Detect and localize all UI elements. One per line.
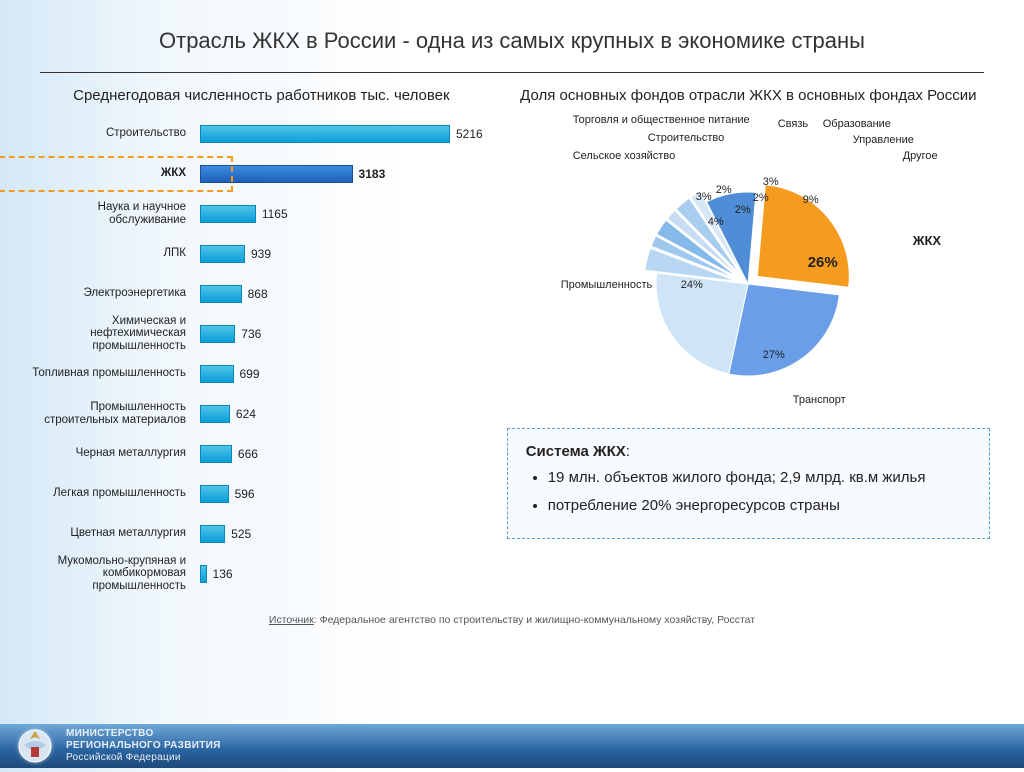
pie-outer-label: Связь: [778, 118, 808, 131]
footer-text: МИНИСТЕРСТВО РЕГИОНАЛЬНОГО РАЗВИТИЯ Росс…: [66, 728, 221, 764]
bar-row: Строительство5216: [200, 114, 493, 154]
pie-outer-label: Транспорт: [793, 394, 846, 407]
bar-label: Цветная металлургия: [30, 527, 192, 540]
bar-row: Электроэнергетика868: [200, 274, 493, 314]
bar-value: 525: [231, 527, 251, 541]
pie-chart: Торговля и общественное питание Строитель…: [503, 114, 994, 414]
pie-pct-label: 9%: [803, 194, 819, 207]
bar-row: Черная металлургия666: [200, 434, 493, 474]
bar-value: 624: [236, 407, 256, 421]
bar-label: Химическая и нефтехимическая промышленно…: [30, 315, 192, 353]
bar-rect: [200, 445, 232, 463]
pie-pct-label: 24%: [681, 279, 703, 292]
right-column: Доля основных фондов отрасли ЖКХ в основ…: [493, 87, 994, 594]
bar-row: Химическая и нефтехимическая промышленно…: [200, 314, 493, 354]
info-bullet: 19 млн. объектов жилого фонда; 2,9 млрд.…: [548, 468, 971, 488]
bar-rect: [200, 365, 234, 383]
bar-row: ЛПК939: [200, 234, 493, 274]
bar-value: 868: [248, 287, 268, 301]
bar-label: Наука и научное обслуживание: [30, 201, 192, 226]
bar-value: 1165: [262, 207, 288, 221]
bar-rect: [200, 245, 245, 263]
bar-row: Наука и научное обслуживание1165: [200, 194, 493, 234]
bar-rect: [200, 525, 225, 543]
bar-label: Строительство: [30, 127, 192, 140]
bar-value: 736: [241, 327, 261, 341]
slide-title: Отрасль ЖКХ в России - одна из самых кру…: [0, 0, 1024, 64]
bar-value: 939: [251, 247, 271, 261]
bar-row: Легкая промышленность596: [200, 474, 493, 514]
pie-pct-label: 27%: [763, 349, 785, 362]
content-area: Среднегодовая численность работников тыс…: [0, 73, 1024, 594]
bar-row: Топливная промышленность699: [200, 354, 493, 394]
pie-pct-label: 3%: [763, 176, 779, 189]
info-bullet: потребление 20% энергоресурсов страны: [548, 496, 971, 516]
bar-rect: [200, 165, 353, 183]
bar-rect: [200, 485, 229, 503]
bar-label: Промышленность строительных материалов: [30, 401, 192, 426]
pie-pct-label: 2%: [735, 204, 751, 217]
pie-outer-label: Строительство: [648, 132, 725, 145]
info-box: Система ЖКХ: 19 млн. объектов жилого фон…: [507, 428, 990, 540]
pie-pct-label: 26%: [808, 254, 838, 271]
pie-pct-label: 3%: [696, 191, 712, 204]
pie-outer-label: Торговля и общественное питание: [573, 114, 750, 127]
pie-outer-label: Промышленность: [561, 279, 653, 292]
left-column: Среднегодовая численность работников тыс…: [30, 87, 493, 594]
bar-rect: [200, 565, 207, 583]
bar-chart: Строительство5216ЖКХ3183Наука и научное …: [30, 114, 493, 594]
bar-rect: [200, 325, 235, 343]
bar-row: Промышленность строительных материалов62…: [200, 394, 493, 434]
source-line: Источник: Федеральное агентство по строи…: [0, 614, 1024, 626]
pie-outer-label: Образование: [823, 118, 891, 131]
info-head-bold: Система ЖКХ: [526, 443, 626, 460]
bar-label: ЖКХ: [30, 167, 192, 180]
pie-pct-label: 2%: [716, 184, 732, 197]
bar-row: ЖКХ3183: [200, 154, 493, 194]
bar-rect: [200, 285, 242, 303]
bar-label: Топливная промышленность: [30, 367, 192, 380]
pie-outer-label: Сельское хозяйство: [573, 150, 675, 163]
bar-label: Легкая промышленность: [30, 487, 192, 500]
bar-rect: [200, 125, 450, 143]
pie-chart-title: Доля основных фондов отрасли ЖКХ в основ…: [503, 87, 994, 106]
bar-rect: [200, 205, 256, 223]
footer-bar: МИНИСТЕРСТВО РЕГИОНАЛЬНОГО РАЗВИТИЯ Росс…: [0, 724, 1024, 768]
bar-value: 666: [238, 447, 258, 461]
bar-chart-title: Среднегодовая численность работников тыс…: [30, 87, 493, 106]
bar-value: 5216: [456, 127, 483, 141]
bar-value: 699: [240, 367, 260, 381]
bar-value: 3183: [359, 167, 386, 181]
pie-pct-label: 2%: [753, 192, 769, 205]
pie-pct-label: 4%: [708, 216, 724, 229]
bar-label: Мукомольно-крупяная и комбикормовая пром…: [30, 555, 192, 593]
bar-value: 136: [213, 567, 233, 581]
bar-label: Черная металлургия: [30, 447, 192, 460]
bar-value: 596: [235, 487, 255, 501]
info-bullet-list: 19 млн. объектов жилого фонда; 2,9 млрд.…: [526, 468, 971, 517]
bar-rect: [200, 405, 230, 423]
bar-label: Электроэнергетика: [30, 287, 192, 300]
bar-row: Цветная металлургия525: [200, 514, 493, 554]
bar-row: Мукомольно-крупяная и комбикормовая пром…: [200, 554, 493, 594]
pie-outer-label: Управление: [853, 134, 914, 147]
bar-label: ЛПК: [30, 247, 192, 260]
pie-outer-label: Другое: [903, 150, 938, 163]
emblem-icon: [14, 725, 56, 767]
info-box-heading: Система ЖКХ:: [526, 443, 971, 460]
pie-outer-label: ЖКХ: [913, 234, 941, 249]
